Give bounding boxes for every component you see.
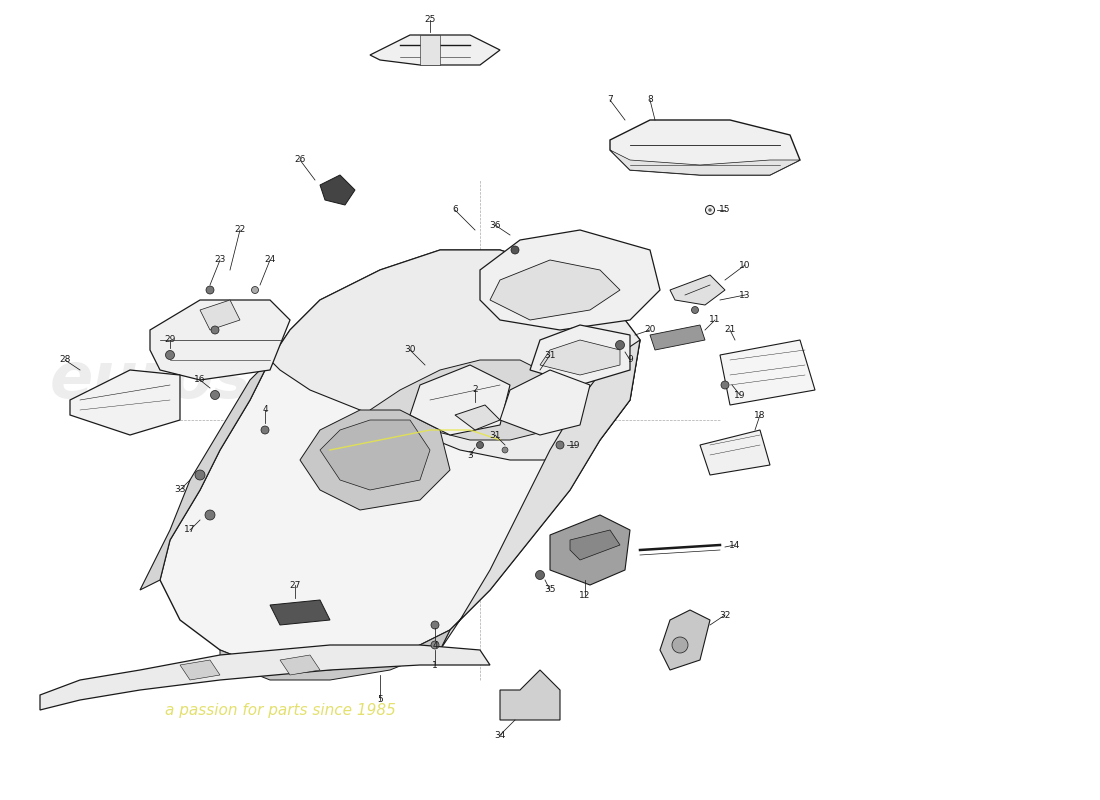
Polygon shape <box>540 340 620 375</box>
Circle shape <box>431 621 439 629</box>
Polygon shape <box>455 405 500 430</box>
Polygon shape <box>610 150 800 175</box>
Text: 32: 32 <box>719 610 730 619</box>
Text: 7: 7 <box>607 95 613 105</box>
Polygon shape <box>420 35 440 65</box>
Text: 9: 9 <box>627 355 632 365</box>
Text: 16: 16 <box>195 375 206 385</box>
Circle shape <box>616 341 625 350</box>
Text: 3: 3 <box>468 450 473 459</box>
Circle shape <box>556 441 564 449</box>
Circle shape <box>708 209 712 211</box>
Circle shape <box>476 442 484 449</box>
Circle shape <box>705 206 715 214</box>
Circle shape <box>195 470 205 480</box>
Text: 27: 27 <box>289 581 300 590</box>
Text: 8: 8 <box>647 95 653 105</box>
Text: 18: 18 <box>755 410 766 419</box>
Text: 31: 31 <box>544 350 556 359</box>
Circle shape <box>536 570 544 579</box>
Polygon shape <box>440 340 640 650</box>
Text: 10: 10 <box>739 261 750 270</box>
Polygon shape <box>570 530 620 560</box>
Text: 35: 35 <box>544 586 556 594</box>
Polygon shape <box>40 645 490 710</box>
Text: 15: 15 <box>719 206 730 214</box>
Text: 31: 31 <box>490 430 500 439</box>
Text: 12: 12 <box>580 590 591 599</box>
Text: 23: 23 <box>214 255 225 265</box>
Polygon shape <box>550 515 630 585</box>
Polygon shape <box>280 655 320 675</box>
Text: 24: 24 <box>264 255 276 265</box>
Text: 4: 4 <box>432 641 438 650</box>
Text: 13: 13 <box>739 290 750 299</box>
Polygon shape <box>200 300 240 330</box>
Text: 6: 6 <box>452 206 458 214</box>
Polygon shape <box>370 360 580 440</box>
Text: 5: 5 <box>377 695 383 705</box>
Circle shape <box>692 306 698 314</box>
Text: 1: 1 <box>432 661 438 670</box>
Text: 11: 11 <box>710 315 720 325</box>
Circle shape <box>720 381 729 389</box>
Circle shape <box>502 447 508 453</box>
Text: 21: 21 <box>724 326 736 334</box>
Polygon shape <box>320 175 355 205</box>
Polygon shape <box>320 420 430 490</box>
Text: 17: 17 <box>185 526 196 534</box>
Polygon shape <box>370 35 500 65</box>
Text: 19: 19 <box>735 390 746 399</box>
Circle shape <box>252 286 258 294</box>
Text: 26: 26 <box>295 155 306 165</box>
Polygon shape <box>160 250 640 670</box>
Polygon shape <box>650 325 705 350</box>
Polygon shape <box>530 325 630 385</box>
Text: 19: 19 <box>570 441 581 450</box>
Text: a passion for parts since 1985: a passion for parts since 1985 <box>165 702 395 718</box>
Polygon shape <box>70 370 180 435</box>
Text: 25: 25 <box>425 15 436 25</box>
Text: 36: 36 <box>490 221 500 230</box>
Polygon shape <box>270 250 640 460</box>
Circle shape <box>261 426 270 434</box>
Circle shape <box>672 637 688 653</box>
Text: 33: 33 <box>174 486 186 494</box>
Text: 22: 22 <box>234 226 245 234</box>
Polygon shape <box>500 670 560 720</box>
Circle shape <box>211 326 219 334</box>
Polygon shape <box>480 230 660 330</box>
Text: 34: 34 <box>494 730 506 739</box>
Text: 4: 4 <box>262 406 267 414</box>
Polygon shape <box>660 610 710 670</box>
Circle shape <box>165 350 175 359</box>
Circle shape <box>210 390 220 399</box>
Polygon shape <box>490 260 620 320</box>
Polygon shape <box>220 630 450 680</box>
Text: 20: 20 <box>645 326 656 334</box>
Text: 14: 14 <box>729 541 740 550</box>
Circle shape <box>431 641 439 649</box>
Text: 2: 2 <box>472 386 477 394</box>
Polygon shape <box>720 340 815 405</box>
Text: 29: 29 <box>164 335 176 345</box>
Polygon shape <box>300 410 450 510</box>
Polygon shape <box>700 430 770 475</box>
Circle shape <box>512 246 519 254</box>
Polygon shape <box>270 600 330 625</box>
Text: 28: 28 <box>59 355 70 365</box>
Text: 30: 30 <box>405 346 416 354</box>
Polygon shape <box>180 660 220 680</box>
Polygon shape <box>140 360 270 590</box>
Circle shape <box>206 286 214 294</box>
Polygon shape <box>150 300 290 380</box>
Polygon shape <box>500 370 590 435</box>
Text: eurospares: eurospares <box>50 349 454 411</box>
Polygon shape <box>410 365 510 435</box>
Circle shape <box>205 510 214 520</box>
Polygon shape <box>610 120 800 175</box>
Polygon shape <box>670 275 725 305</box>
